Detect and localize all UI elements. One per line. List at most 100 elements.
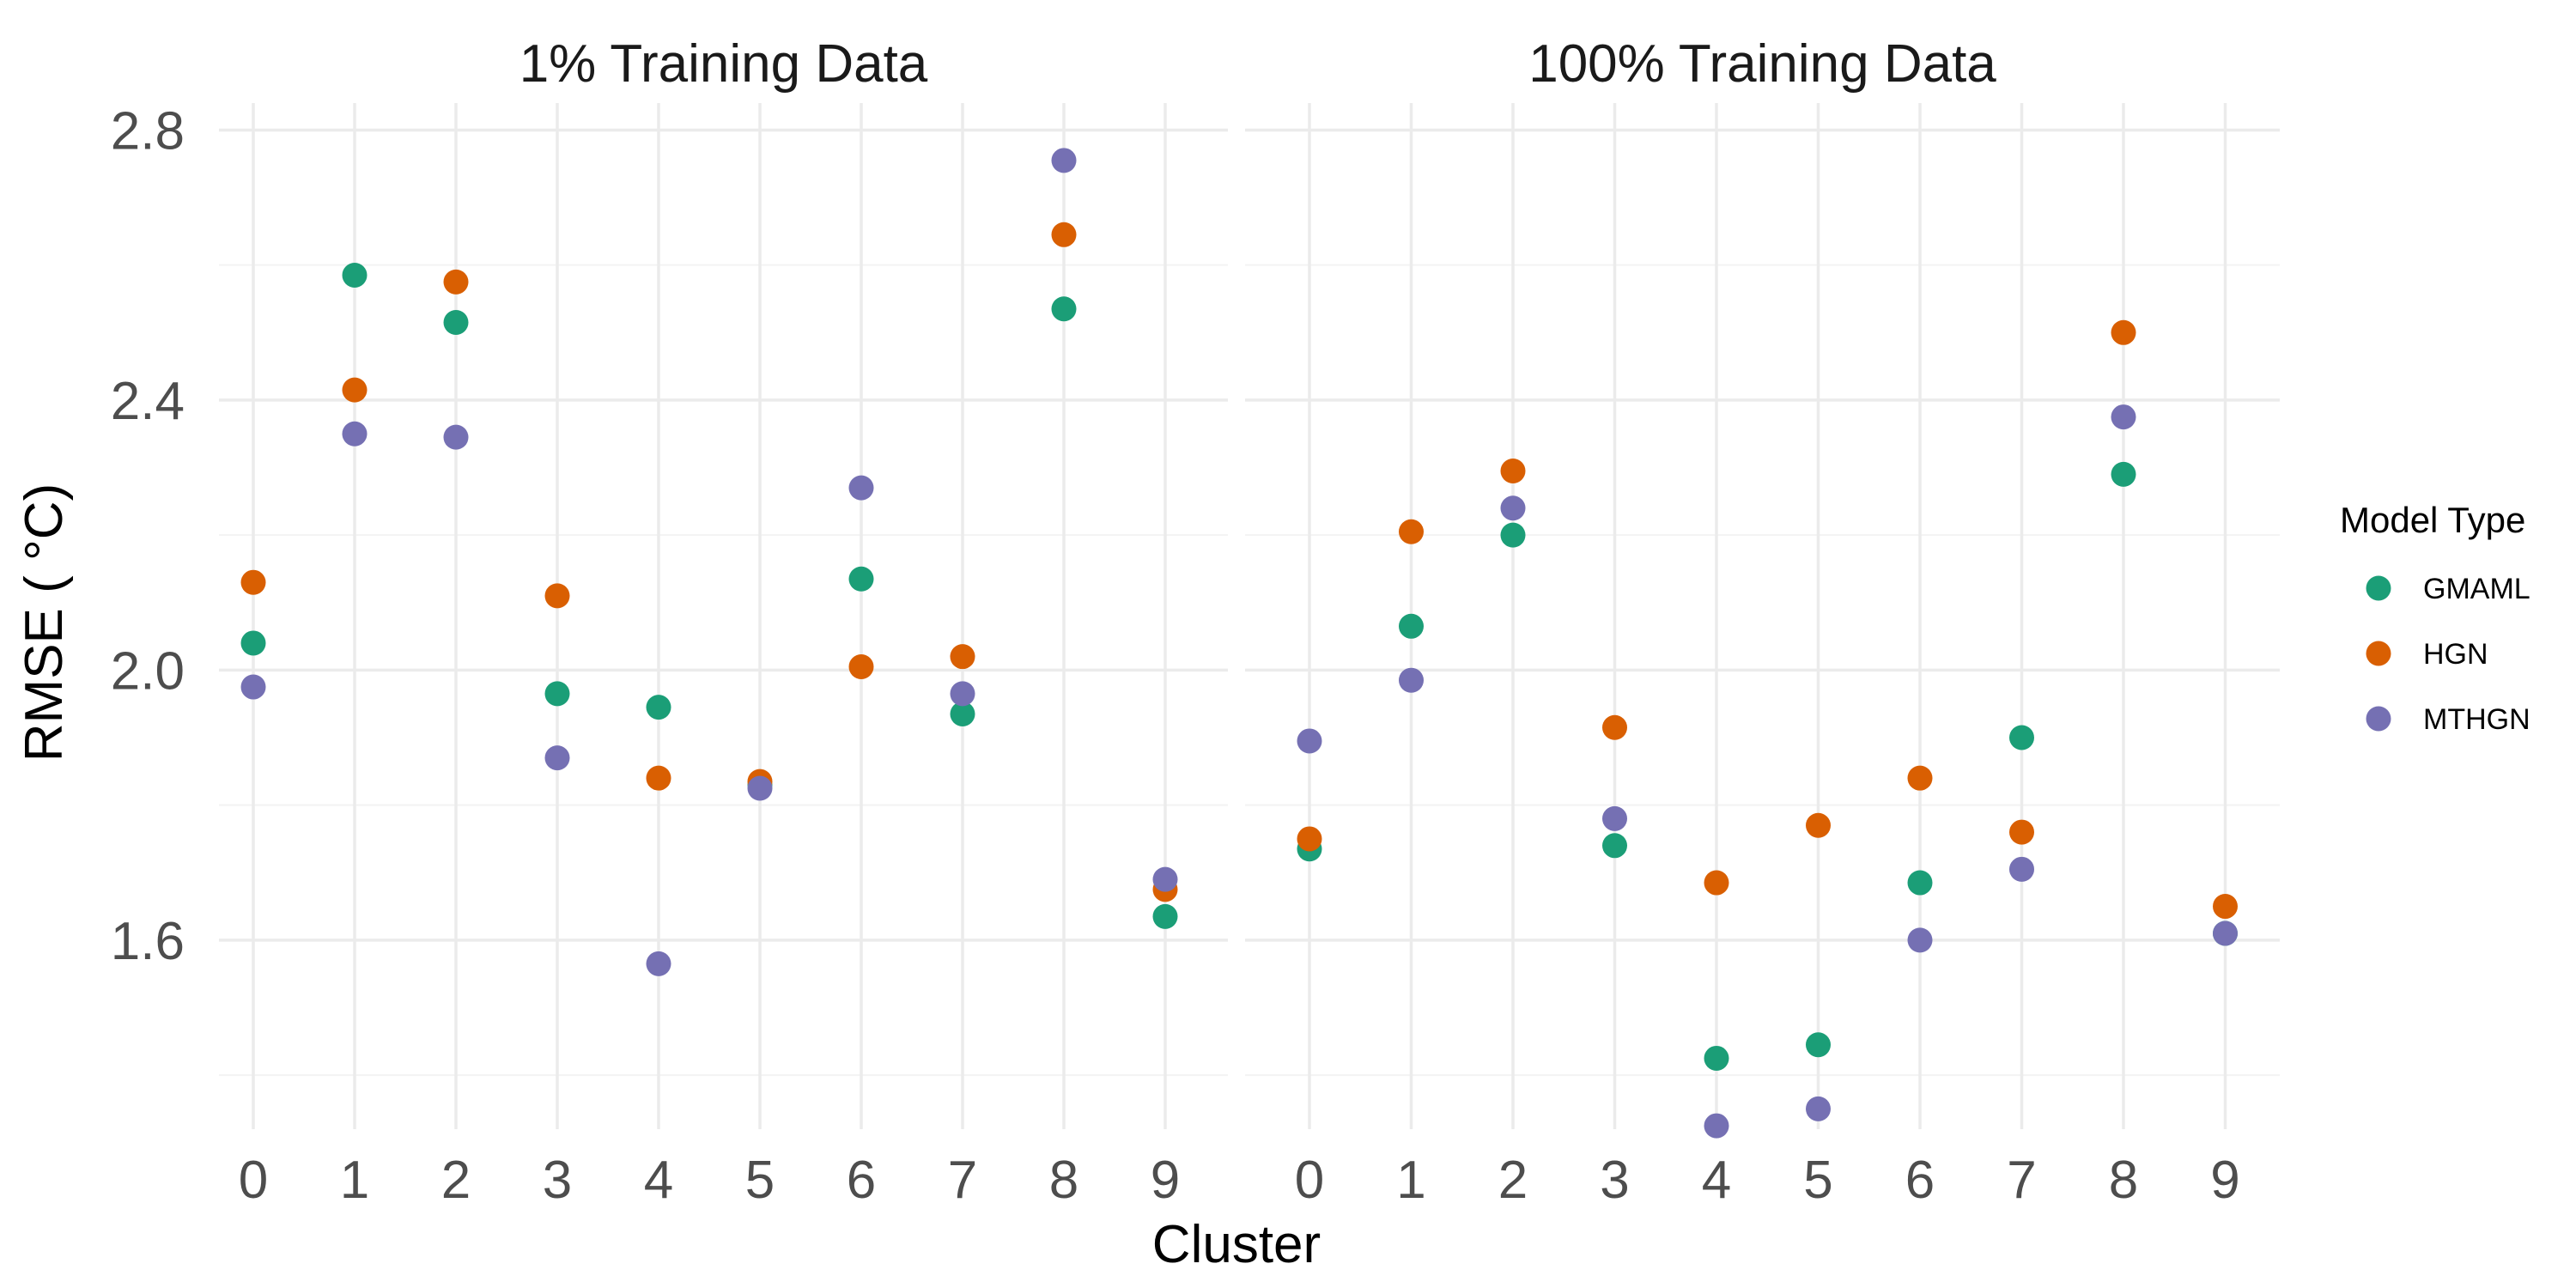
x-tick-label: 8 xyxy=(2109,1151,2138,1210)
data-point xyxy=(646,695,671,720)
x-tick-label: 8 xyxy=(1049,1151,1078,1210)
data-point xyxy=(1602,805,1627,831)
data-point xyxy=(2213,920,2238,946)
data-point xyxy=(1602,833,1627,859)
x-tick-label: 2 xyxy=(1498,1151,1528,1210)
data-point xyxy=(2009,819,2034,845)
data-point xyxy=(1399,519,1424,544)
data-point xyxy=(2213,894,2238,920)
data-point xyxy=(950,644,975,670)
x-tick-label: 9 xyxy=(1151,1151,1180,1210)
data-point xyxy=(1152,866,1178,892)
panel-title: 1% Training Data xyxy=(519,34,928,94)
x-tick-label: 7 xyxy=(948,1151,977,1210)
data-point xyxy=(1602,714,1627,740)
legend-key xyxy=(2366,641,2391,666)
data-point xyxy=(1907,927,1933,953)
data-point xyxy=(950,681,975,707)
x-axis-title: Cluster xyxy=(1152,1215,1321,1274)
legend-label: MTHGN xyxy=(2423,703,2530,736)
data-point xyxy=(544,583,570,609)
data-point xyxy=(1051,296,1077,322)
data-point xyxy=(1399,613,1424,639)
legend-key xyxy=(2366,575,2391,601)
data-point xyxy=(848,566,874,592)
y-tick-label: 1.6 xyxy=(111,912,185,971)
legend-label: HGN xyxy=(2423,638,2488,671)
data-point xyxy=(240,569,266,595)
data-point xyxy=(950,701,975,726)
data-point xyxy=(646,951,671,976)
x-tick-label: 0 xyxy=(1295,1151,1324,1210)
x-tick-label: 9 xyxy=(2210,1151,2239,1210)
data-point xyxy=(2009,725,2034,750)
series-gmaml xyxy=(1297,461,2238,1071)
legend-label: GMAML xyxy=(2423,573,2530,605)
series-hgn xyxy=(1297,319,2238,920)
data-point xyxy=(1152,903,1178,929)
data-point xyxy=(747,775,773,801)
series-mthgn xyxy=(240,148,1178,976)
data-point xyxy=(1399,667,1424,693)
y-tick-label: 2.4 xyxy=(111,372,185,431)
legend-title: Model Type xyxy=(2340,500,2525,540)
panel-2: 100% Training Data 0 1 2 3 4 5 6 7 8 9 xyxy=(1245,34,2280,1210)
x-tick-label: 5 xyxy=(1803,1151,1832,1210)
data-point xyxy=(443,310,469,336)
data-point xyxy=(1907,870,1933,896)
x-tick-label: 6 xyxy=(847,1151,876,1210)
data-point xyxy=(443,424,469,450)
data-point xyxy=(1297,826,1322,852)
x-tick-label: 1 xyxy=(340,1151,369,1210)
panel-1: 1% Training Data 0 1 2 3 4 5 6 7 8 9 xyxy=(219,34,1228,1210)
legend: Model Type GMAML HGN MTHGN xyxy=(2340,500,2530,736)
data-point xyxy=(1500,522,1526,548)
data-point xyxy=(342,377,368,403)
data-point xyxy=(1297,728,1322,754)
data-point xyxy=(646,765,671,791)
data-point xyxy=(1907,765,1933,791)
x-tick-label: 3 xyxy=(543,1151,572,1210)
series-mthgn xyxy=(1297,404,2238,1139)
data-point xyxy=(240,674,266,700)
y-tick-label: 2.0 xyxy=(111,641,185,701)
x-tick-label: 0 xyxy=(239,1151,268,1210)
x-tick-label: 2 xyxy=(441,1151,471,1210)
x-tick-label: 3 xyxy=(1600,1151,1629,1210)
x-tick-label: 7 xyxy=(2007,1151,2036,1210)
legend-entry-gmaml: GMAML xyxy=(2366,573,2530,605)
x-tick-label: 5 xyxy=(745,1151,775,1210)
y-tick-label: 2.8 xyxy=(111,101,185,161)
series-gmaml xyxy=(240,262,1178,929)
x-tick-label: 4 xyxy=(644,1151,673,1210)
x-tick-label: 1 xyxy=(1396,1151,1425,1210)
x-tick-label: 4 xyxy=(1702,1151,1731,1210)
data-point xyxy=(1500,458,1526,483)
data-point xyxy=(1806,812,1831,838)
legend-entry-hgn: HGN xyxy=(2366,638,2488,671)
data-point xyxy=(1051,148,1077,173)
data-point xyxy=(240,630,266,656)
data-point xyxy=(544,681,570,707)
data-point xyxy=(1806,1032,1831,1058)
x-tick-label: 6 xyxy=(1905,1151,1935,1210)
data-point xyxy=(1704,1045,1729,1071)
data-point xyxy=(2009,856,2034,882)
data-point xyxy=(342,421,368,447)
data-point xyxy=(1806,1096,1831,1121)
data-point xyxy=(443,269,469,295)
data-point xyxy=(1500,495,1526,521)
y-axis-title: RMSE ( °C) xyxy=(15,483,74,762)
data-point xyxy=(1704,870,1729,896)
legend-entry-mthgn: MTHGN xyxy=(2366,703,2530,736)
data-point xyxy=(2111,461,2136,487)
data-point xyxy=(2111,404,2136,430)
series-hgn xyxy=(240,222,1178,902)
data-point xyxy=(848,475,874,501)
data-point xyxy=(848,653,874,679)
legend-key xyxy=(2366,706,2391,732)
data-point xyxy=(544,745,570,771)
panel-title: 100% Training Data xyxy=(1528,34,1996,94)
